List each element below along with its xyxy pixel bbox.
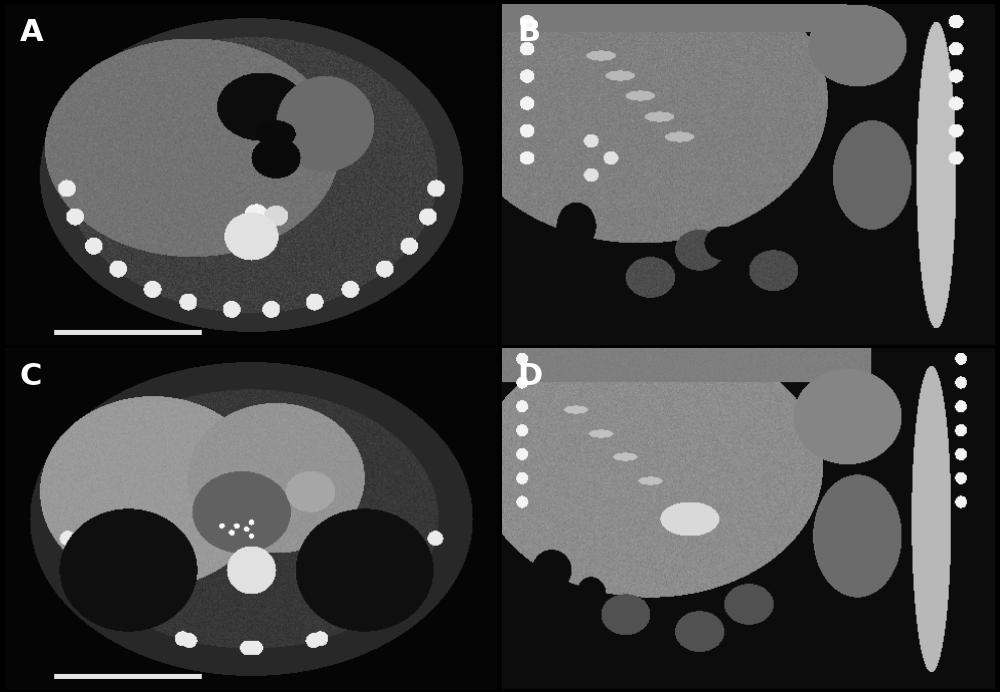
Text: C: C [20, 362, 42, 391]
Text: B: B [517, 18, 540, 47]
Text: D: D [517, 362, 542, 391]
Text: A: A [20, 18, 43, 47]
